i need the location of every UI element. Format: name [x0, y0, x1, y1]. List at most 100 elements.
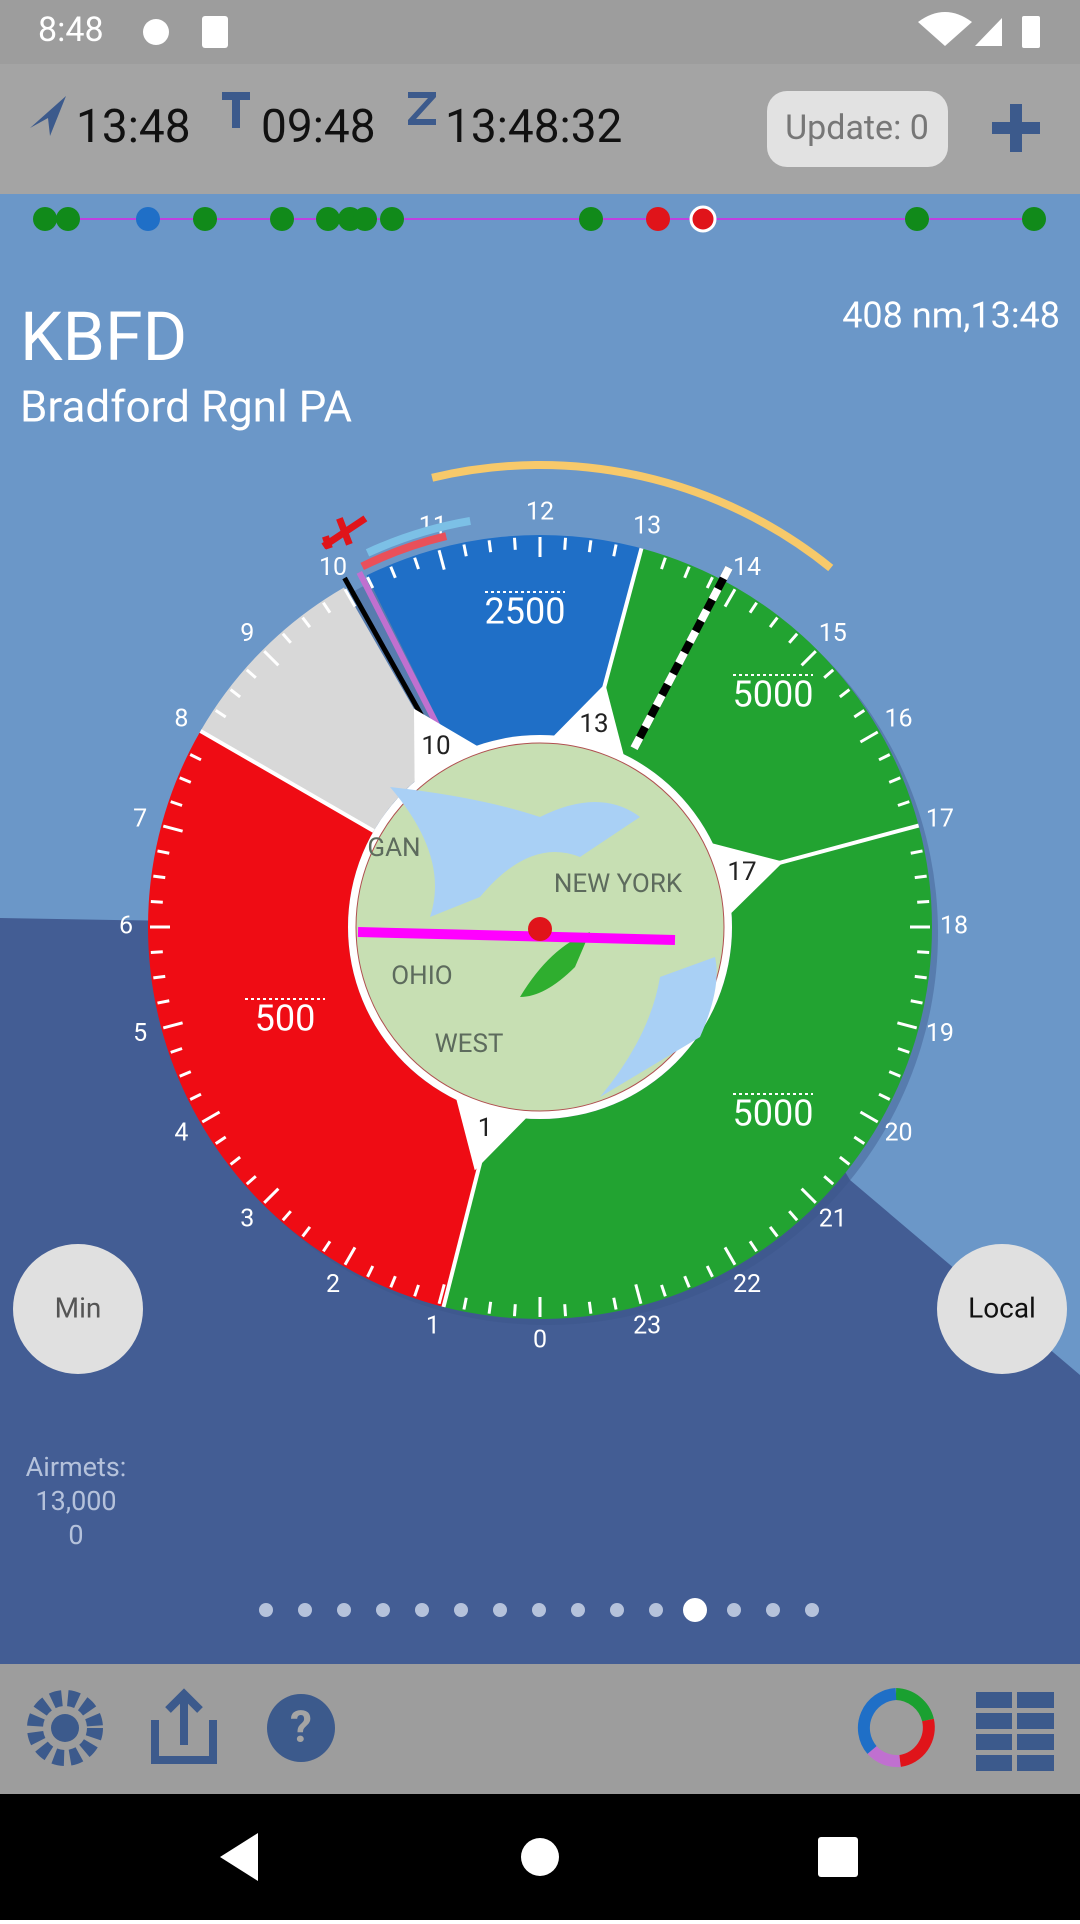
- airport-marker: [528, 917, 552, 941]
- dial-tick: [462, 1297, 468, 1310]
- inner-label: 17: [727, 857, 756, 887]
- grid-button[interactable]: [976, 1690, 1054, 1774]
- page-dot: [727, 1603, 741, 1617]
- dial-tick: [201, 730, 221, 744]
- sd-icon: [202, 16, 228, 48]
- dial-tick: [683, 1275, 691, 1288]
- dial-tick: [157, 849, 170, 855]
- dial-tick: [914, 974, 927, 980]
- dial-tick: [910, 849, 923, 855]
- share-button[interactable]: [151, 1688, 217, 1764]
- min-label[interactable]: Min: [55, 1291, 102, 1324]
- recents-button[interactable]: [818, 1837, 858, 1877]
- dial-tick: [853, 709, 866, 719]
- dial-tick: [723, 1246, 737, 1266]
- dial-tick: [179, 1070, 192, 1078]
- timeline-dot: [316, 207, 340, 231]
- help-icon[interactable]: ?: [290, 1701, 312, 1753]
- update-button[interactable]: [767, 91, 948, 167]
- page-dot: [415, 1603, 429, 1617]
- hour-label: 1: [426, 1312, 440, 1341]
- local-label[interactable]: Local: [968, 1291, 1036, 1324]
- heading-icon: [30, 96, 66, 136]
- dial-tick: [897, 1047, 910, 1054]
- wifi-icon: [918, 12, 972, 46]
- ring-segment[interactable]: [857, 1688, 897, 1754]
- dial-tick: [413, 1284, 420, 1297]
- add-button[interactable]: [992, 104, 1040, 152]
- page-dot: [454, 1603, 468, 1617]
- local-time: 13:48: [76, 100, 191, 154]
- timeline-dot: [270, 207, 294, 231]
- local-button[interactable]: [937, 1244, 1067, 1374]
- dial-tick: [878, 753, 891, 762]
- inner-label: 1: [478, 1113, 493, 1143]
- dial-tick: [917, 899, 930, 904]
- help-button[interactable]: [267, 1694, 335, 1762]
- legend-button[interactable]: [857, 1688, 935, 1768]
- sector: [366, 535, 642, 755]
- dial-tick: [245, 1175, 257, 1186]
- sector-divider: [199, 729, 375, 833]
- dial-tick: [437, 549, 446, 570]
- ocean: [600, 957, 717, 1097]
- hour-label: 14: [733, 553, 761, 582]
- min-button[interactable]: [13, 1244, 143, 1374]
- dial-tick: [487, 540, 493, 553]
- dial-tick: [859, 1110, 879, 1124]
- dial-tick: [322, 1240, 332, 1253]
- dial-tick: [897, 800, 910, 807]
- home-button[interactable]: [521, 1838, 559, 1876]
- lake: [390, 787, 640, 917]
- dial-tick: [563, 1304, 568, 1317]
- dial-tick: [301, 616, 312, 629]
- dial-tick: [229, 688, 242, 699]
- battery-icon: [1022, 16, 1040, 48]
- page-dot: [493, 1603, 507, 1617]
- dial-tick: [170, 1047, 183, 1054]
- ceiling-label: 500: [255, 998, 316, 1040]
- update-label[interactable]: Update: 0: [785, 108, 929, 148]
- page-dot: [376, 1603, 390, 1617]
- timeline-dot: [353, 207, 377, 231]
- brick-gap[interactable]: [1012, 1690, 1017, 1774]
- aircraft-icon: [321, 515, 368, 550]
- dial-tick: [634, 549, 643, 570]
- timeline-dot: [905, 207, 929, 231]
- dial-tick: [343, 1246, 357, 1266]
- dial-tick: [214, 1135, 227, 1145]
- hour-label: 19: [926, 1019, 954, 1048]
- timeline-dot: [689, 205, 717, 233]
- hour-label: 17: [926, 804, 954, 833]
- back-button[interactable]: [220, 1833, 258, 1881]
- ring-segment[interactable]: [898, 1718, 935, 1767]
- dial-tick: [229, 1155, 242, 1166]
- ring-segment[interactable]: [867, 1745, 901, 1768]
- bottom-bar: [0, 1664, 1080, 1794]
- dial-tick: [914, 874, 927, 880]
- dial-tick: [612, 544, 618, 557]
- dial-tick: [910, 999, 923, 1005]
- timeline-dot: [1022, 207, 1046, 231]
- radar: [520, 932, 590, 997]
- dial-tick: [917, 950, 930, 955]
- dial-tick: [170, 800, 183, 807]
- ring-segment[interactable]: [895, 1688, 934, 1722]
- dial-tick: [389, 1275, 397, 1288]
- settings-button[interactable]: [27, 1690, 103, 1766]
- dial-tick: [788, 632, 799, 644]
- zulu-time: 13:48:32: [445, 100, 622, 154]
- dial-tick: [788, 1210, 799, 1222]
- route-path: [357, 927, 676, 945]
- status-time: 8:48: [38, 10, 104, 50]
- tower-time: 09:48: [261, 100, 376, 154]
- hour-label: 8: [174, 705, 188, 734]
- dial-tick: [263, 1187, 280, 1204]
- settings-button[interactable]: [51, 1714, 79, 1742]
- dial-tick: [768, 616, 779, 629]
- airmets-label: Airmets:: [26, 1451, 127, 1483]
- dial-tick: [683, 566, 691, 579]
- page-dot: [683, 1598, 707, 1622]
- dial-tick: [245, 668, 257, 679]
